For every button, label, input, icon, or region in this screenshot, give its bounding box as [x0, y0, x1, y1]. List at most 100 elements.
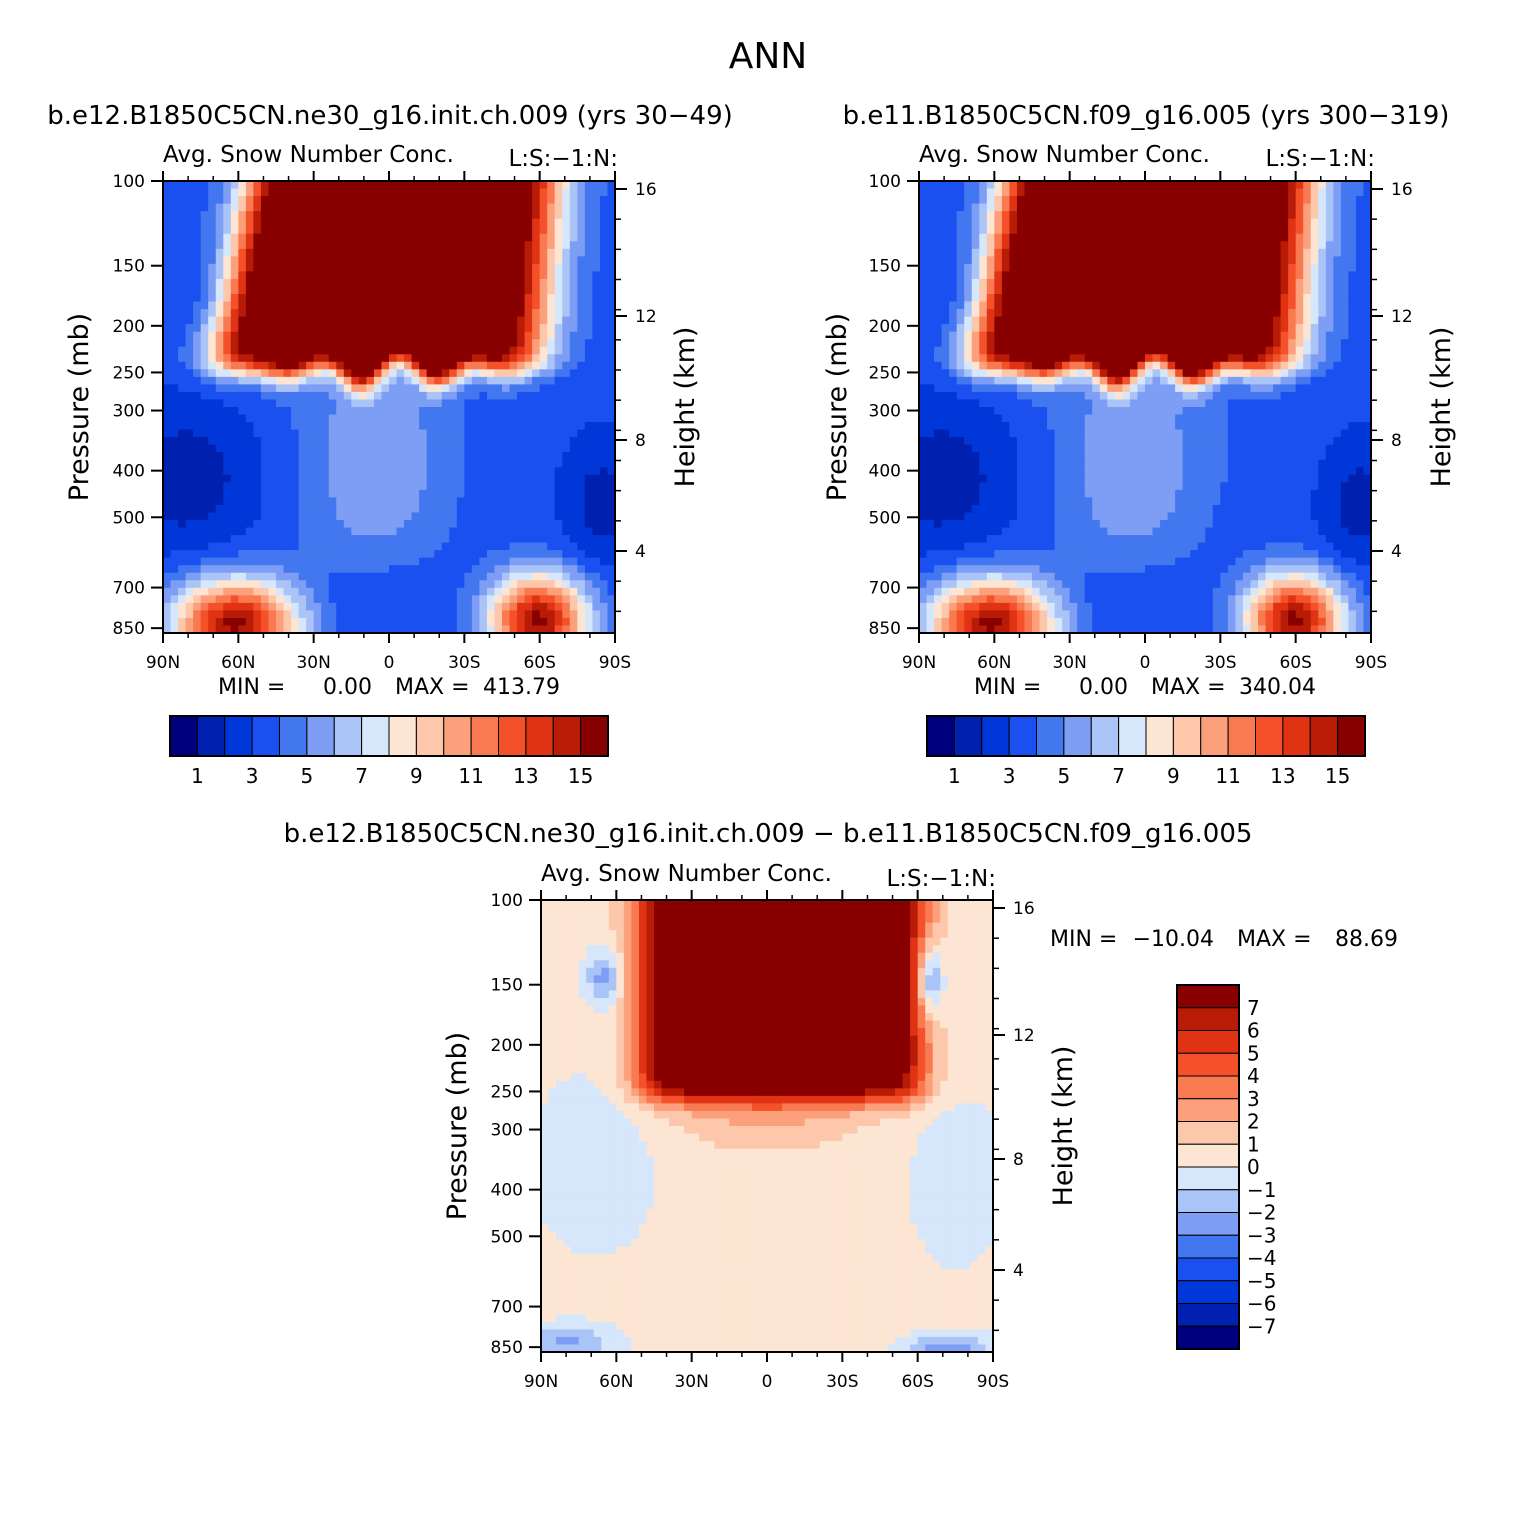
- contour-cell: [449, 580, 458, 589]
- contour-cell: [1099, 196, 1108, 205]
- contour-cell: [1295, 226, 1304, 235]
- contour-cell: [245, 399, 254, 408]
- contour-cell: [298, 271, 307, 280]
- contour-cell: [411, 361, 420, 370]
- contour-cell: [592, 542, 601, 551]
- contour-cell: [964, 286, 973, 295]
- contour-cell: [456, 346, 465, 355]
- contour-cell: [486, 587, 496, 596]
- contour-cell: [584, 188, 593, 197]
- contour-cell: [426, 459, 435, 468]
- contour-cell: [1325, 309, 1334, 318]
- contour-cell: [494, 361, 503, 370]
- contour-cell: [577, 271, 586, 280]
- contour-cell: [434, 324, 443, 333]
- contour-cell: [268, 520, 277, 529]
- contour-cell: [223, 527, 232, 536]
- colorbar-label: 15: [568, 764, 593, 788]
- contour-cell: [1318, 263, 1327, 272]
- contour-cell: [577, 391, 586, 401]
- contour-cell: [539, 399, 548, 408]
- contour-cell: [1333, 271, 1342, 280]
- contour-cell: [343, 550, 352, 559]
- contour-cell: [321, 203, 330, 212]
- contour-cell: [245, 263, 254, 272]
- contour-cell: [1084, 278, 1093, 288]
- contour-cell: [1258, 294, 1267, 303]
- contour-cell: [366, 256, 375, 265]
- contour-cell: [253, 459, 262, 468]
- contour-cell: [1318, 256, 1327, 265]
- contour-cell: [426, 482, 435, 491]
- contour-cell: [1114, 324, 1123, 333]
- contour-cell: [562, 301, 571, 310]
- contour-cell: [313, 354, 322, 363]
- contour-cell: [1001, 301, 1010, 310]
- y-tick-label: 150: [113, 257, 145, 277]
- contour-cell: [1137, 203, 1146, 212]
- contour-cell: [163, 580, 172, 589]
- contour-cell: [1212, 294, 1221, 303]
- contour-cell: [178, 339, 187, 348]
- contour-cell: [419, 384, 428, 393]
- contour-cell: [479, 196, 488, 205]
- contour-cell: [253, 376, 262, 385]
- contour-cell: [185, 444, 194, 453]
- contour-cell: [298, 256, 307, 265]
- contour-cell: [554, 557, 563, 566]
- contour-cell: [986, 256, 995, 265]
- contour-cell: [1182, 248, 1191, 257]
- contour-cell: [200, 535, 209, 544]
- contour-cell: [253, 256, 262, 265]
- contour-cell: [1047, 218, 1056, 227]
- contour-cell: [986, 241, 995, 250]
- contour-cell: [351, 369, 360, 378]
- contour-cell: [486, 572, 496, 581]
- contour-cell: [964, 301, 973, 310]
- contour-cell: [1212, 278, 1221, 288]
- contour-cell: [306, 346, 315, 355]
- contour-cell: [185, 316, 194, 325]
- contour-cell: [193, 339, 202, 348]
- contour-cell: [569, 256, 578, 265]
- contour-cell: [253, 324, 262, 333]
- contour-cell: [524, 294, 533, 303]
- contour-cell: [517, 354, 526, 363]
- contour-cell: [291, 241, 300, 250]
- contour-cell: [607, 474, 616, 483]
- contour-cell: [389, 196, 398, 205]
- contour-cell: [464, 550, 473, 559]
- contour-cell: [502, 278, 511, 288]
- contour-cell: [964, 294, 973, 303]
- contour-cell: [306, 271, 315, 280]
- contour-cell: [1160, 241, 1169, 250]
- contour-cell: [1114, 248, 1123, 257]
- contour-cell: [328, 565, 337, 574]
- contour-cell: [547, 339, 556, 348]
- contour-cell: [539, 354, 548, 363]
- contour-cell: [1160, 316, 1169, 325]
- contour-cell: [1310, 294, 1319, 303]
- contour-cell: [577, 263, 586, 272]
- contour-cell: [358, 376, 367, 385]
- contour-cell: [584, 452, 593, 461]
- contour-cell: [163, 331, 172, 340]
- contour-cell: [358, 361, 367, 370]
- contour-cell: [268, 331, 277, 340]
- contour-cell: [607, 497, 616, 506]
- contour-cell: [163, 550, 172, 559]
- contour-cell: [260, 512, 270, 521]
- contour-cell: [298, 211, 307, 220]
- contour-cell: [1363, 203, 1372, 212]
- contour-cell: [223, 437, 232, 446]
- contour-cell: [193, 414, 202, 423]
- contour-cell: [599, 444, 609, 453]
- contour-cell: [230, 391, 239, 401]
- contour-cell: [1039, 226, 1048, 235]
- contour-cell: [1242, 203, 1252, 212]
- contour-cell: [524, 301, 533, 310]
- contour-cell: [208, 565, 217, 574]
- contour-cell: [1077, 286, 1086, 295]
- contour-cell: [200, 489, 209, 498]
- contour-cell: [381, 580, 390, 589]
